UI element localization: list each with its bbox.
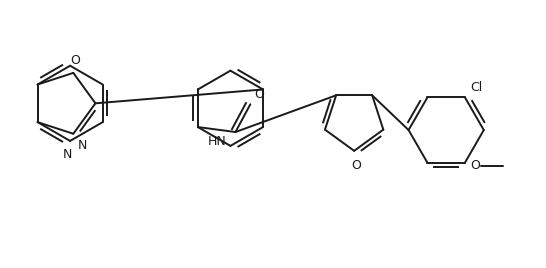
Text: O: O [70,54,80,67]
Text: N: N [78,139,87,152]
Text: O: O [351,159,361,172]
Text: HN: HN [207,136,226,148]
Text: N: N [62,148,72,161]
Text: O: O [470,159,480,172]
Text: O: O [254,88,264,101]
Text: Cl: Cl [470,80,482,94]
